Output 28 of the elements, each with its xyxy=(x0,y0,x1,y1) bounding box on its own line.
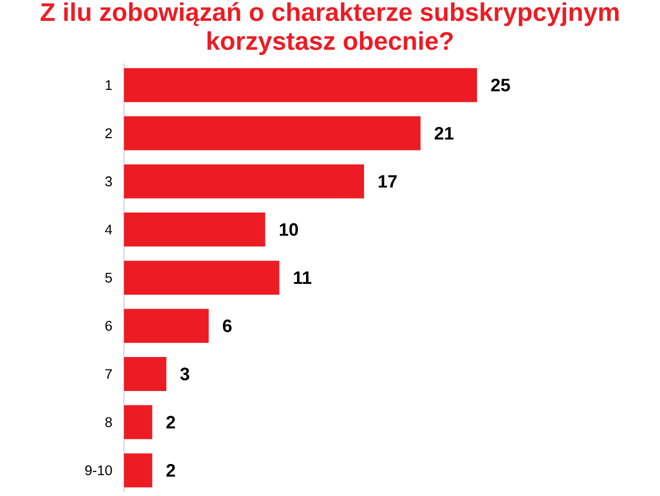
y-tick-label: 4 xyxy=(105,224,112,234)
data-label: 2 xyxy=(166,416,176,428)
y-tick-label: 5 xyxy=(105,272,112,283)
bar xyxy=(124,212,266,247)
y-tick-label: 2 xyxy=(105,128,112,138)
data-label: 3 xyxy=(180,368,190,380)
y-tick-label: 3 xyxy=(105,176,112,186)
data-label: 17 xyxy=(378,175,397,188)
y-tick-label: 6 xyxy=(105,320,112,331)
y-tick-label: 1 xyxy=(106,80,112,90)
bar xyxy=(124,116,421,150)
y-tick-label: 7 xyxy=(105,369,112,379)
bar xyxy=(124,357,166,392)
y-tick-label: 8 xyxy=(105,417,112,428)
bar xyxy=(124,308,209,343)
data-label: 2 xyxy=(166,464,176,477)
y-tick-label: 9-10 xyxy=(85,465,112,476)
bar xyxy=(124,68,478,102)
data-label: 21 xyxy=(434,126,454,140)
data-label: 25 xyxy=(491,78,510,92)
bar xyxy=(124,453,152,488)
data-label: 11 xyxy=(294,272,312,284)
data-label: 6 xyxy=(222,319,232,332)
data-label: 10 xyxy=(280,223,298,236)
bar xyxy=(124,405,152,440)
chart-title: Z ilu zobowiązań o charakterze subskrypcyjnym korzystasz obecnie? xyxy=(40,2,619,55)
bar xyxy=(124,164,364,198)
bar xyxy=(124,260,280,295)
